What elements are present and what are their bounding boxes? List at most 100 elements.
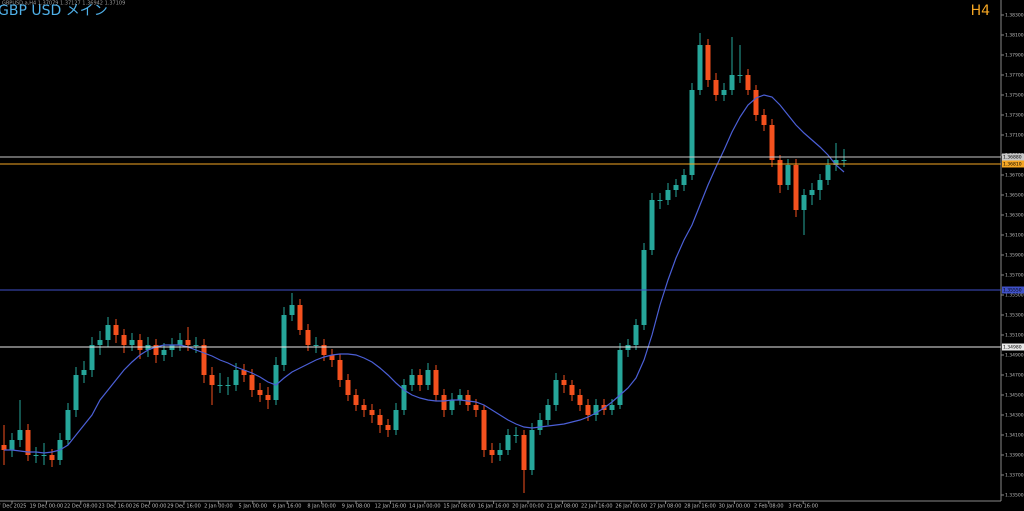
candle-body — [489, 450, 495, 455]
candle-body — [801, 195, 807, 210]
candle-body — [665, 190, 671, 200]
candle-body — [297, 305, 303, 330]
y-tick-label: 1.36100 — [1005, 233, 1024, 239]
candle-body — [473, 405, 479, 410]
candle-body — [209, 375, 215, 385]
y-tick-label: 1.35900 — [1005, 253, 1024, 259]
candle-body — [593, 405, 599, 415]
candle-body — [681, 175, 687, 185]
x-tick-label: 6 Jan 16:00 — [273, 504, 301, 510]
x-tick-label: 3 Feb 16:00 — [788, 504, 818, 510]
candle-body — [481, 410, 487, 450]
candle-body — [281, 315, 287, 365]
candle-body — [177, 340, 183, 345]
candle-body — [49, 455, 55, 460]
candle-body — [833, 160, 839, 165]
candle-body — [697, 45, 703, 90]
timeframe: H4 — [971, 3, 991, 19]
candle-body — [113, 325, 119, 335]
y-tick-label: 1.36500 — [1005, 193, 1024, 199]
candle-body — [369, 410, 375, 415]
moving-average — [4, 94, 845, 454]
y-tick-label: 1.37300 — [1005, 113, 1024, 119]
candle-body — [353, 395, 359, 405]
candle-body — [457, 395, 463, 400]
candle-body — [345, 380, 351, 395]
price-label: 1.36880 — [1003, 155, 1022, 161]
candle-body — [553, 380, 559, 405]
x-tick-label: 19 Dec 00:00 — [30, 504, 64, 510]
candle-body — [721, 90, 727, 95]
candle-body — [817, 180, 823, 190]
x-tick-label: 2 Jan 00:00 — [204, 504, 232, 510]
candle-body — [529, 430, 535, 470]
candle-body — [89, 345, 95, 370]
candle-body — [225, 385, 231, 386]
candle-body — [377, 415, 383, 425]
candle-body — [769, 125, 775, 160]
candle-body — [513, 435, 519, 436]
y-tick-label: 1.33900 — [1005, 453, 1024, 459]
candle-body — [809, 190, 815, 195]
candle-body — [65, 410, 71, 440]
y-tick-label: 1.34500 — [1005, 393, 1024, 399]
y-tick-label: 1.35300 — [1005, 313, 1024, 319]
candle-body — [777, 160, 783, 185]
candle-body — [217, 385, 223, 386]
y-tick-label: 1.34100 — [1005, 433, 1024, 439]
candle-body — [641, 250, 647, 325]
candle-body — [201, 345, 207, 375]
candle-body — [617, 350, 623, 405]
candle-body — [657, 200, 663, 201]
candle-body — [257, 390, 263, 395]
y-tick-label: 1.38100 — [1005, 33, 1024, 39]
candle-body — [265, 395, 271, 400]
candle-body — [289, 305, 295, 315]
candle-body — [321, 345, 327, 355]
y-tick-label: 1.34300 — [1005, 413, 1024, 419]
candle-body — [793, 165, 799, 210]
x-tick-label: 23 Dec 16:00 — [98, 504, 132, 510]
candle-body — [233, 370, 239, 385]
x-tick-label: 29 Dec 16:00 — [167, 504, 201, 510]
candle-body — [433, 370, 439, 395]
x-tick-label: 14 Jan 00:00 — [409, 504, 441, 510]
candle-body — [401, 385, 407, 410]
candle-body — [841, 160, 847, 161]
candle-body — [73, 375, 79, 410]
price-tag — [1002, 160, 1024, 168]
candle-body — [521, 435, 527, 470]
y-tick-label: 1.37700 — [1005, 73, 1024, 79]
candle-body — [505, 435, 511, 450]
price-tag — [1002, 286, 1024, 294]
candle-body — [465, 395, 471, 405]
candle-body — [737, 75, 743, 76]
candle-body — [497, 450, 503, 455]
candle-body — [129, 340, 135, 345]
y-tick-label: 1.35700 — [1005, 273, 1024, 279]
candle-body — [193, 345, 199, 346]
x-tick-label: 30 Jan 00:00 — [719, 504, 751, 510]
candle-body — [449, 400, 455, 410]
candle-body — [337, 360, 343, 380]
candle-body — [137, 340, 143, 350]
candle-body — [561, 380, 567, 385]
candle-body — [249, 375, 255, 390]
candle-body — [537, 420, 543, 430]
candle-body — [753, 90, 759, 115]
x-tick-label: 26 Dec 00:00 — [133, 504, 167, 510]
candle-body — [441, 395, 447, 410]
y-tick-label: 1.37500 — [1005, 93, 1024, 99]
y-tick-label: 1.37100 — [1005, 133, 1024, 139]
y-tick-label: 1.36300 — [1005, 213, 1024, 219]
candle-body — [425, 370, 431, 385]
candle-body — [673, 185, 679, 190]
chart-title: GBP USD メイン — [0, 3, 108, 19]
candle-body — [81, 370, 87, 375]
candle-body — [385, 425, 391, 430]
candle-body — [121, 335, 127, 345]
candle-body — [305, 330, 311, 345]
candle-body — [585, 405, 591, 415]
candle-body — [17, 430, 23, 440]
